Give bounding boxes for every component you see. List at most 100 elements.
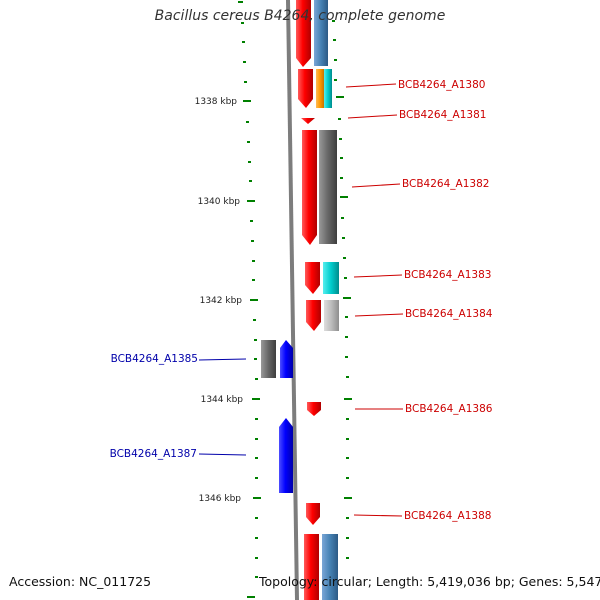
gene-arrow-bcb4264-a1388[interactable] [306,503,320,525]
ruler-tick [346,457,349,459]
ruler-label: 1340 kbp [198,197,241,207]
ruler-tick [346,557,349,559]
gene-label-bcb4264-a1387[interactable]: BCB4264_A1387 [110,448,197,460]
gene-label-bcb4264-a1383[interactable]: BCB4264_A1383 [404,269,491,281]
ruler-tick [346,418,349,420]
ruler-tick [346,537,349,539]
ruler-tick [246,121,249,123]
ruler-tick [255,457,258,459]
leader-line [345,83,397,88]
gene-arrow-bcb4264-a1380[interactable] [298,69,313,108]
ruler-label: 1346 kbp [199,494,242,504]
gene-arrow-top-partial[interactable] [296,0,311,67]
gene-label-bcb4264-a1388[interactable]: BCB4264_A1388 [404,510,491,522]
leader-line [354,313,404,317]
ruler-tick [255,477,258,479]
gene-arrows [279,0,321,600]
ruler-tick [241,22,244,24]
ruler-tick [346,477,349,479]
ruler-label: 1338 kbp [195,97,238,107]
ruler-tick [346,438,349,440]
ruler-tick [254,358,257,360]
ruler-tick [338,118,341,120]
ruler-tick [248,161,251,163]
gene-arrow-bcb4264-a1382[interactable] [302,130,317,245]
ruler-tick [253,319,256,321]
cog-bar [324,69,332,108]
gene-arrow-bcb4264-a1381[interactable] [301,118,315,124]
ruler-tick-major [336,96,344,98]
ruler-tick [345,356,348,358]
ruler-tick [345,316,348,318]
gene-label-bcb4264-a1382[interactable]: BCB4264_A1382 [402,178,489,190]
genome-summary-label: Topology: circular; Length: 5,419,036 bp… [259,574,600,589]
leader-line [347,114,398,119]
gene-label-bcb4264-a1385[interactable]: BCB4264_A1385 [111,353,198,365]
ruler-tick [255,418,258,420]
cog-bar [324,300,339,331]
cog-bar [319,130,337,244]
ruler-tick-major [343,297,351,299]
ruler-tick [343,257,346,259]
gene-label-bcb4264-a1381[interactable]: BCB4264_A1381 [399,109,486,121]
ruler-tick-major [252,398,260,400]
accession-label: Accession: NC_011725 [9,574,152,589]
ruler-tick [340,177,343,179]
gene-arrow-bcb4264-a1386[interactable] [307,402,321,416]
genome-backbone [286,0,299,600]
ruler-label: 1342 kbp [200,296,243,306]
ruler-ticks-left [238,1,261,598]
cog-bar [323,262,339,294]
ruler-tick [346,517,349,519]
ruler-tick [255,537,258,539]
ruler-tick-major [247,596,255,598]
cog-bar [261,340,276,378]
ruler-label: 1344 kbp [201,395,244,405]
ruler-tick [252,260,255,262]
ruler-tick [249,180,252,182]
ruler-tick [342,237,345,239]
gene-arrow-bcb4264-a1384[interactable] [306,300,321,331]
ruler-tick [242,41,245,43]
cog-bar [322,534,338,600]
gene-label-bcb4264-a1386[interactable]: BCB4264_A1386 [405,403,493,415]
ruler-tick [238,1,243,3]
ruler-tick [254,339,257,341]
ruler-tick [255,576,258,578]
gene-arrow-bottom-partial[interactable] [304,534,319,600]
gene-arrow-bcb4264-a1387[interactable] [279,418,293,493]
ruler-tick [334,79,337,81]
ruler-tick-major [344,398,352,400]
ruler-tick [247,141,250,143]
ruler-tick [346,376,349,378]
gene-label-bcb4264-a1384[interactable]: BCB4264_A1384 [405,308,493,320]
cog-track [261,0,339,600]
gene-label-bcb4264-a1380[interactable]: BCB4264_A1380 [398,79,485,91]
ruler-tick-major [253,497,261,499]
gene-arrow-bcb4264-a1383[interactable] [305,262,320,294]
ruler-tick [340,157,343,159]
ruler-tick [345,336,348,338]
ruler-tick [251,240,254,242]
leader-lines [198,83,404,517]
ruler-tick [334,59,337,61]
ruler-tick-major [250,299,258,301]
ruler-tick [333,39,336,41]
ruler-tick [250,220,253,222]
gene-arrow-bcb4264-a1385[interactable] [280,340,293,378]
leader-line [198,358,247,361]
map-title: Bacillus cereus B4264, complete genome [154,8,446,24]
ruler-tick [332,20,335,22]
cog-bar [314,0,328,66]
ruler-ticks-right [332,20,352,559]
ruler-tick-major [243,100,251,102]
ruler-tick [339,138,342,140]
ruler-tick [255,557,258,559]
ruler-tick [243,61,246,63]
leader-line [198,453,247,456]
ruler-tick-major [344,497,352,499]
ruler-tick [255,517,258,519]
ruler-tick [255,378,258,380]
ruler-tick [252,279,255,281]
